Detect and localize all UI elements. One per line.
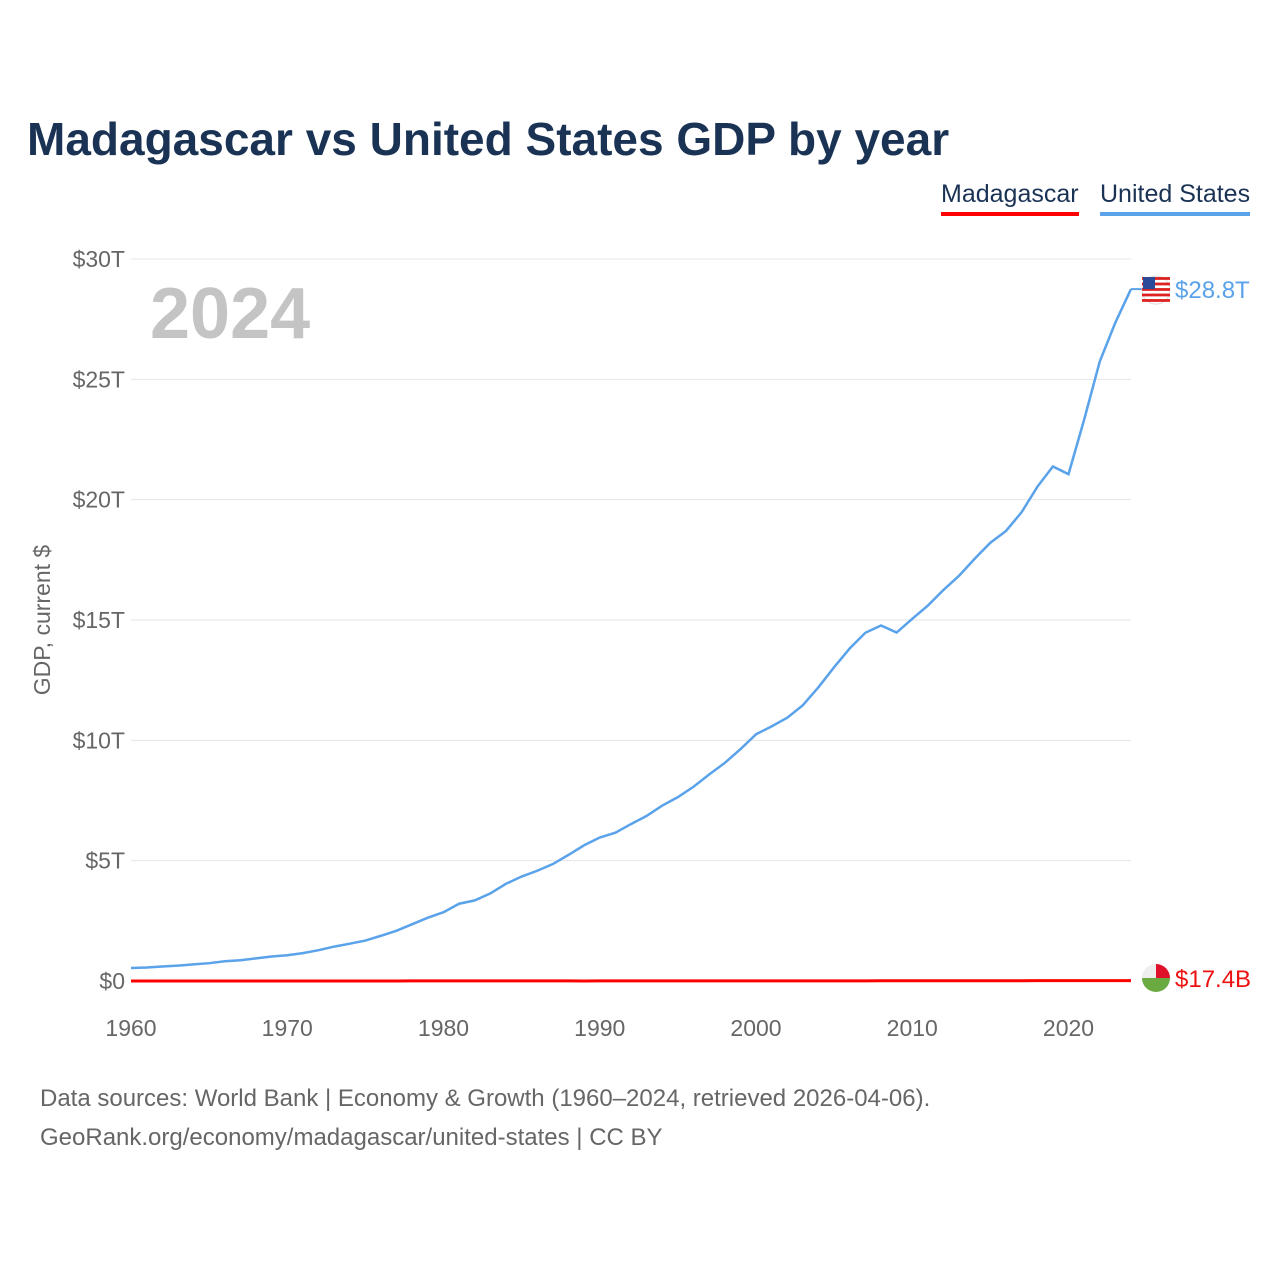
us-flag-stripe <box>1142 282 1170 286</box>
flag-green <box>1142 978 1170 992</box>
x-tick-label: 2020 <box>1043 1015 1094 1041</box>
us-flag-stripe <box>1142 277 1170 280</box>
year-watermark: 2024 <box>150 274 310 354</box>
source-url[interactable]: GeoRank.org/economy/madagascar/united-st… <box>40 1124 663 1151</box>
x-tick-label: 2000 <box>730 1015 781 1041</box>
x-tick-label: 1970 <box>262 1015 313 1041</box>
y-tick-label: $0 <box>99 968 125 994</box>
us-flag-stripe <box>1142 288 1170 291</box>
source-line: Data sources: World Bank | Economy & Gro… <box>40 1085 931 1112</box>
end-label-united-states: $28.8T <box>1175 277 1250 304</box>
flag-red <box>1156 964 1170 978</box>
y-tick-label: $10T <box>73 727 125 753</box>
y-tick-label: $30T <box>73 246 125 272</box>
x-tick-label: 2010 <box>887 1015 938 1041</box>
y-axis-label: GDP, current $ <box>29 545 55 696</box>
y-tick-label: $25T <box>73 366 125 392</box>
end-label-madagascar: $17.4B <box>1175 966 1251 993</box>
us-flag-stripe <box>1142 299 1170 302</box>
series-line-united-states <box>130 288 1133 970</box>
us-flag-canton <box>1143 277 1155 290</box>
x-tick-label: 1980 <box>418 1015 469 1041</box>
y-tick-label: $15T <box>73 607 125 633</box>
y-tick-label: $20T <box>73 487 125 513</box>
x-tick-label: 1960 <box>105 1015 156 1041</box>
x-tick-label: 1990 <box>574 1015 625 1041</box>
legend-united-states[interactable]: United States <box>1100 180 1251 216</box>
y-tick-label: $5T <box>85 848 125 874</box>
legend-madagascar[interactable]: Madagascar <box>941 180 1079 216</box>
us-flag-stripe <box>1142 293 1170 297</box>
chart-title: Madagascar vs United States GDP by year <box>27 113 950 165</box>
